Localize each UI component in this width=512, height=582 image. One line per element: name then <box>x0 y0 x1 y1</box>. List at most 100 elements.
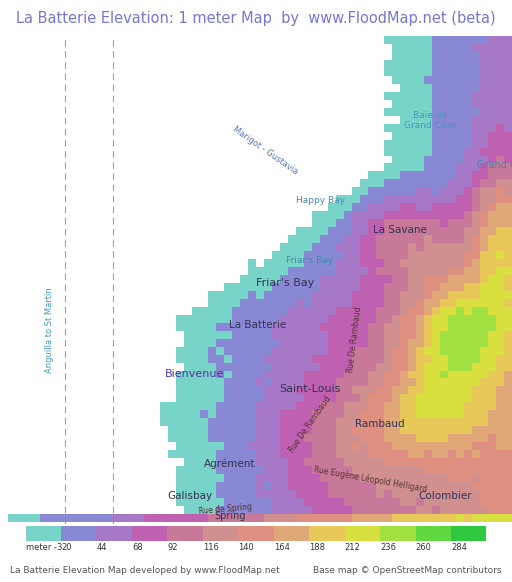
Bar <box>408 251 416 259</box>
Bar <box>416 148 424 155</box>
Bar <box>368 283 376 291</box>
Bar <box>368 498 376 506</box>
Bar <box>296 386 304 395</box>
Bar <box>432 482 440 490</box>
Bar <box>424 219 432 227</box>
Bar <box>400 283 408 291</box>
Text: La Savane: La Savane <box>373 225 427 235</box>
Bar <box>440 140 448 148</box>
Bar <box>312 291 320 299</box>
Bar <box>496 418 504 426</box>
Bar <box>248 363 256 371</box>
Bar <box>216 299 224 307</box>
Bar <box>384 227 392 235</box>
Bar <box>392 402 400 410</box>
Bar <box>192 426 200 434</box>
Bar <box>256 450 264 458</box>
Bar <box>432 331 440 339</box>
Bar <box>384 123 392 132</box>
Bar <box>240 347 248 354</box>
Bar <box>384 315 392 323</box>
Bar <box>304 395 312 402</box>
Text: Rambaud: Rambaud <box>355 419 405 430</box>
Bar <box>480 354 488 363</box>
Bar <box>448 315 456 323</box>
Bar <box>240 299 248 307</box>
Bar <box>192 363 200 371</box>
Bar <box>376 275 384 283</box>
Bar <box>448 490 456 498</box>
Bar <box>432 92 440 100</box>
Bar <box>416 155 424 164</box>
Bar <box>376 474 384 482</box>
Bar <box>408 108 416 116</box>
Bar <box>208 482 216 490</box>
Bar <box>384 148 392 155</box>
Bar <box>280 498 288 506</box>
Bar <box>184 426 192 434</box>
Bar <box>264 363 272 371</box>
Bar <box>440 227 448 235</box>
Bar <box>328 466 336 474</box>
Bar <box>392 482 400 490</box>
Bar <box>456 164 464 172</box>
Bar <box>480 458 488 466</box>
Bar <box>464 402 472 410</box>
Bar <box>344 490 352 498</box>
Bar <box>464 466 472 474</box>
Bar <box>320 506 328 514</box>
Bar <box>456 283 464 291</box>
Bar <box>496 506 504 514</box>
Bar <box>504 267 512 275</box>
Bar <box>432 347 440 354</box>
Bar <box>448 100 456 108</box>
Bar <box>496 179 504 187</box>
Bar <box>504 331 512 339</box>
Bar <box>192 347 200 354</box>
Bar <box>392 203 400 211</box>
Bar <box>384 363 392 371</box>
Bar <box>456 116 464 123</box>
Bar <box>448 378 456 386</box>
Bar <box>488 123 496 132</box>
Bar <box>480 275 488 283</box>
Bar <box>312 410 320 418</box>
Bar <box>344 283 352 291</box>
Bar <box>440 458 448 466</box>
Bar <box>416 219 424 227</box>
Bar <box>376 354 384 363</box>
Bar <box>296 251 304 259</box>
Bar <box>488 299 496 307</box>
Bar <box>440 506 448 514</box>
Bar <box>280 410 288 418</box>
Bar <box>296 315 304 323</box>
Bar <box>296 418 304 426</box>
Bar <box>448 323 456 331</box>
Bar <box>352 243 360 251</box>
Bar <box>176 466 184 474</box>
Bar <box>392 506 400 514</box>
Bar <box>352 267 360 275</box>
Bar <box>424 116 432 123</box>
Bar <box>184 402 192 410</box>
Bar <box>272 339 280 347</box>
Bar <box>424 506 432 514</box>
Bar <box>360 426 368 434</box>
Bar <box>496 116 504 123</box>
Bar <box>280 442 288 450</box>
Bar <box>432 203 440 211</box>
Bar <box>416 514 424 522</box>
Bar <box>368 275 376 283</box>
Bar <box>440 92 448 100</box>
Bar <box>504 323 512 331</box>
Bar <box>408 347 416 354</box>
Bar <box>376 514 384 522</box>
Bar <box>464 132 472 140</box>
Bar <box>200 458 208 466</box>
Bar <box>472 267 480 275</box>
Text: Grand Ca: Grand Ca <box>477 161 512 171</box>
Bar <box>328 482 336 490</box>
Bar <box>424 203 432 211</box>
Bar <box>288 315 296 323</box>
Bar <box>304 354 312 363</box>
